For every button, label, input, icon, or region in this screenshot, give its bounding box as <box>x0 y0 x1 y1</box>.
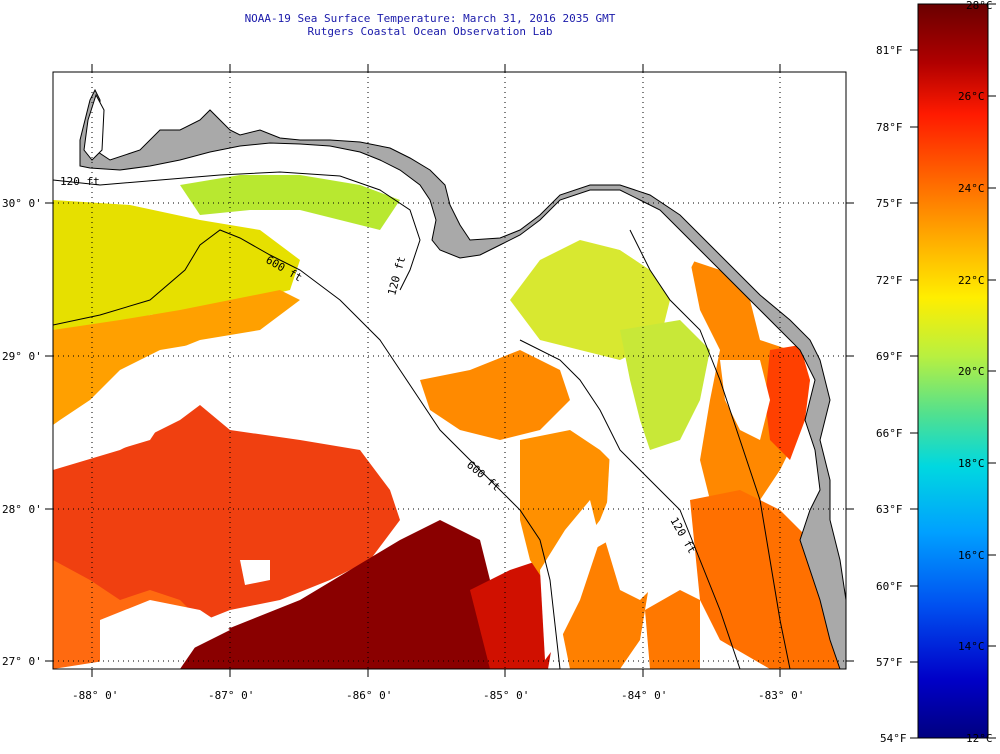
cb-f-78: 78°F <box>876 121 903 134</box>
colorbar-ticks <box>910 3 996 739</box>
cb-c-20: 20°C <box>958 365 985 378</box>
cb-f-57: 57°F <box>876 656 903 669</box>
cb-c-18: 18°C <box>958 457 985 470</box>
cloud-gap-fl-nw <box>590 195 700 270</box>
cloud-gap-central <box>150 290 420 440</box>
cloud-gap-fl-strip <box>605 440 670 600</box>
cb-c-24: 24°C <box>958 182 985 195</box>
cb-f-75: 75°F <box>876 197 903 210</box>
lat-lon-grid <box>53 72 846 669</box>
contour-label-2: 120 ft <box>60 175 100 188</box>
sst-darkred-south <box>180 520 548 669</box>
cb-f-66: 66°F <box>876 427 903 440</box>
sst-orange-strip2 <box>645 590 700 669</box>
map-area: 120 ft 120 ft 600 ft 600 ft 120 ft <box>53 72 846 669</box>
lon-label-87: -87° 0' <box>208 689 254 702</box>
map-title-line2: Rutgers Coastal Ocean Observation Lab <box>307 25 553 38</box>
cb-c-16: 16°C <box>958 549 985 562</box>
cb-f-60: 60°F <box>876 580 903 593</box>
land-mobile-bay <box>83 93 105 161</box>
lon-label-86: -86° 0' <box>346 689 392 702</box>
sst-yellow-west <box>53 200 300 360</box>
axis-ticks <box>45 64 854 677</box>
cb-c-12: 12°C <box>966 732 993 745</box>
cb-f-54: 54°F <box>880 732 907 745</box>
cb-c-22: 22°C <box>958 274 985 287</box>
lat-label-28: 28° 0' <box>2 503 42 516</box>
lat-label-29: 29° 0' <box>2 350 42 363</box>
cloud-gap-lower-left <box>240 560 270 585</box>
lat-label-30: 30° 0' <box>2 197 42 210</box>
sst-orange-apalachicola <box>420 350 570 440</box>
lon-label-85: -85° 0' <box>483 689 529 702</box>
contour-fl-shelf <box>519 339 741 669</box>
cb-c-28: 28°C <box>966 0 993 12</box>
cb-f-72: 72°F <box>876 274 903 287</box>
cb-f-81: 81°F <box>876 44 903 57</box>
cloud-gap-apalachee <box>400 200 510 330</box>
sst-orange-west <box>53 290 300 425</box>
sst-orange-fl-mid <box>520 430 620 590</box>
cb-c-26: 26°C <box>958 90 985 103</box>
sst-red-south <box>470 560 560 669</box>
cloud-gap-fl-strip2 <box>540 500 600 660</box>
cb-c-14: 14°C <box>958 640 985 653</box>
contour-600ft <box>53 229 561 669</box>
map-frame <box>52 71 847 670</box>
sst-red-fl-coast <box>765 345 810 460</box>
land-small-island <box>505 74 540 88</box>
lon-label-83: -83° 0' <box>758 689 804 702</box>
cloud-gap-west <box>60 410 170 455</box>
contour-120ft <box>53 171 421 291</box>
land-north-america <box>53 72 846 669</box>
map-title-line1: NOAA-19 Sea Surface Temperature: March 3… <box>244 12 616 25</box>
cb-f-69: 69°F <box>876 350 903 363</box>
sst-red-central <box>53 405 400 650</box>
lat-label-27: 27° 0' <box>2 655 42 668</box>
lon-label-84: -84° 0' <box>621 689 667 702</box>
temperature-colorbar <box>917 3 989 739</box>
contour-fl-inner <box>629 229 791 669</box>
lon-label-88: -88° 0' <box>72 689 118 702</box>
cb-f-63: 63°F <box>876 503 903 516</box>
cloud-gap-south <box>100 600 230 669</box>
sst-green-coast <box>180 175 400 230</box>
cloud-gap-fl-mid <box>720 360 770 440</box>
